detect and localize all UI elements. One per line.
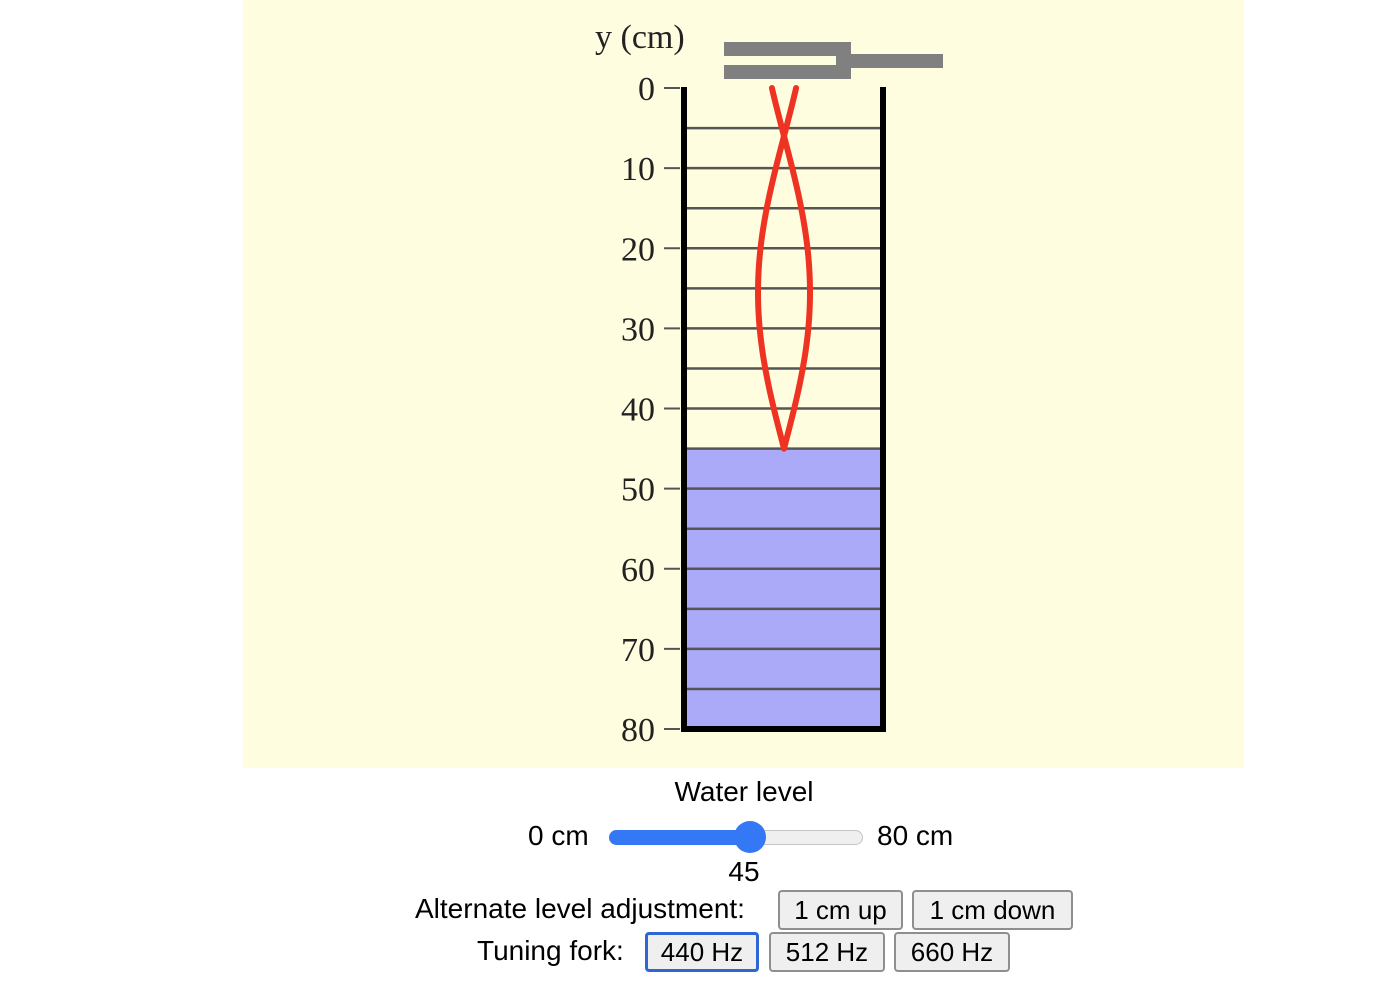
fork-660hz-button[interactable]: 660 Hz xyxy=(894,932,1010,972)
y-axis-tick-labels: 0 10 20 30 40 50 60 70 80 xyxy=(621,71,655,749)
one-cm-down-button[interactable]: 1 cm down xyxy=(912,890,1073,930)
tuning-fork-icon xyxy=(724,42,943,79)
y-axis-label: y (cm) xyxy=(595,19,685,56)
y-tick-label: 0 xyxy=(638,71,655,108)
water-column xyxy=(686,448,880,729)
one-cm-up-button[interactable]: 1 cm up xyxy=(778,890,903,930)
slider-filled-track xyxy=(609,830,750,845)
y-tick-label: 10 xyxy=(621,151,655,188)
simulation-panel: y (cm) 0 10 20 30 40 50 60 70 80 xyxy=(243,0,1244,768)
tuning-fork-label: Tuning fork: xyxy=(477,935,624,966)
resonance-tube-diagram: y (cm) 0 10 20 30 40 50 60 70 80 xyxy=(595,19,943,749)
y-tick-label: 70 xyxy=(621,632,655,669)
slider-thumb[interactable] xyxy=(733,821,766,853)
y-tick-label: 40 xyxy=(621,392,655,429)
y-axis-tick-marks xyxy=(664,87,680,730)
slider-max-label: 80 cm xyxy=(877,820,954,851)
slider-value-readout: 45 xyxy=(728,856,760,887)
water-level-slider-row: 0 cm 80 cm xyxy=(0,816,1394,856)
water-level-title: Water level xyxy=(674,776,814,807)
y-tick-label: 20 xyxy=(621,231,655,268)
standing-wave-curve-a xyxy=(768,85,814,452)
slider-min-label: 0 cm xyxy=(528,820,589,851)
fork-512hz-button[interactable]: 512 Hz xyxy=(769,932,885,972)
y-tick-label: 80 xyxy=(621,712,655,749)
alternate-level-label: Alternate level adjustment: xyxy=(415,893,745,924)
standing-wave-curve-b xyxy=(754,85,800,452)
y-tick-label: 30 xyxy=(621,311,655,348)
y-tick-label: 50 xyxy=(621,472,655,509)
y-tick-label: 60 xyxy=(621,552,655,589)
fork-440hz-button[interactable]: 440 Hz xyxy=(645,932,759,972)
